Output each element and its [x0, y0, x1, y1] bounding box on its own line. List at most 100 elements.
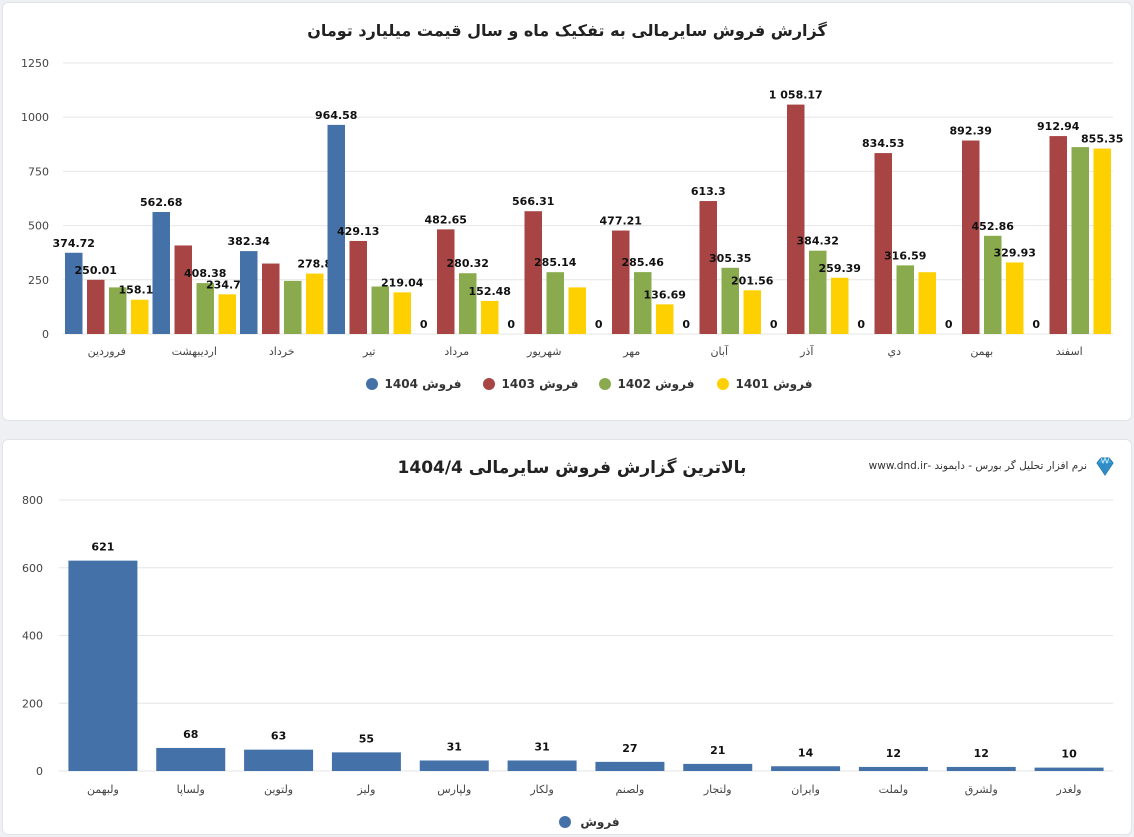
- bar: [174, 245, 192, 334]
- data-label: 305.35: [709, 252, 751, 265]
- data-label: 0: [420, 318, 428, 331]
- data-label: 259.39: [819, 262, 861, 275]
- bar: [858, 766, 928, 771]
- legend-label: فروش 1402: [618, 377, 695, 392]
- bar: [612, 230, 630, 334]
- legend-marker: [559, 816, 571, 828]
- chart2-title: بالاترین گزارش فروش سایرمالی 1404/4: [397, 458, 747, 478]
- y-tick-label: 600: [22, 562, 43, 575]
- y-tick-label: 400: [22, 630, 43, 643]
- legend-label: فروش 1401: [736, 377, 813, 392]
- data-label: 1 058.17: [769, 89, 823, 102]
- x-tick-label: آبان: [710, 344, 728, 358]
- x-tick-label: ولشرق: [965, 783, 998, 796]
- data-label: 912.94: [1037, 120, 1080, 133]
- bar: [459, 273, 477, 334]
- x-tick-label: ولپارس: [437, 783, 471, 796]
- data-label: 834.53: [862, 137, 904, 150]
- data-label: 31: [534, 740, 549, 753]
- bar: [393, 292, 411, 334]
- data-label: 55: [359, 732, 374, 745]
- data-label: 892.39: [950, 125, 992, 138]
- bar: [65, 252, 83, 334]
- data-label: 382.34: [228, 235, 271, 248]
- y-tick-label: 1000: [21, 111, 49, 124]
- x-tick-label: ولیز: [356, 783, 375, 796]
- legend-marker: [366, 378, 378, 390]
- data-label: 278.8: [297, 258, 332, 271]
- x-tick-label: دي: [887, 345, 901, 358]
- bar: [262, 263, 280, 334]
- bar: [787, 104, 805, 334]
- x-tick-label: فروردین: [88, 345, 126, 358]
- data-label: 27: [622, 742, 637, 755]
- bar: [962, 140, 980, 334]
- legend-label: فروش 1403: [502, 377, 579, 392]
- bar: [946, 766, 1016, 771]
- brand-text: نرم افزار تحلیل گر بورس - دایموند -www.d…: [868, 460, 1087, 472]
- data-label: 31: [447, 740, 462, 753]
- legend-label: فروش: [580, 815, 619, 830]
- data-label: 0: [682, 318, 690, 331]
- data-label: 152.48: [469, 285, 511, 298]
- data-label: 855.35: [1081, 133, 1123, 146]
- x-tick-label: ولساپا: [177, 783, 205, 796]
- data-label: 316.59: [884, 249, 926, 262]
- legend-label: فروش 1404: [385, 377, 462, 392]
- bar: [1049, 136, 1067, 334]
- bar: [546, 272, 564, 334]
- bar: [68, 560, 138, 771]
- bar: [568, 287, 586, 334]
- x-tick-label: ولبهمن: [87, 783, 119, 796]
- bar: [699, 201, 717, 334]
- legend-marker: [483, 378, 495, 390]
- x-tick-label: آذر: [799, 344, 814, 358]
- x-tick-label: تیر: [362, 345, 375, 358]
- bar: [327, 124, 345, 334]
- bar: [743, 290, 761, 334]
- data-label: 10: [1061, 748, 1077, 761]
- y-tick-label: 250: [28, 274, 49, 287]
- data-label: 0: [595, 318, 603, 331]
- bar: [196, 283, 214, 334]
- data-label: 0: [945, 318, 953, 331]
- x-tick-label: بهمن: [970, 345, 993, 358]
- data-label: 280.32: [447, 257, 489, 270]
- x-tick-label: وایران: [791, 783, 820, 796]
- x-tick-label: ولغدر: [1056, 783, 1082, 796]
- bar: [507, 760, 577, 771]
- data-label: 329.93: [994, 246, 1036, 259]
- x-tick-label: ولملت: [879, 783, 908, 796]
- data-label: 374.72: [53, 237, 95, 250]
- bar: [437, 229, 455, 334]
- data-label: 219.04: [381, 276, 424, 289]
- x-tick-label: مرداد: [444, 345, 469, 358]
- y-tick-label: 200: [22, 697, 43, 710]
- data-label: 384.32: [797, 235, 839, 248]
- monthly-sales-chart-card: گزارش فروش سایرمالی به تفکیک ماه و سال ق…: [2, 2, 1132, 421]
- bar: [419, 760, 489, 771]
- data-label: 12: [974, 747, 989, 760]
- x-tick-label: اسفند: [1056, 345, 1083, 358]
- bar: [809, 250, 827, 334]
- bar: [683, 763, 753, 771]
- data-label: 0: [507, 318, 515, 331]
- top-sales-chart-card: نرم افزار تحلیل گر بورس - دایموند -www.d…: [2, 439, 1132, 835]
- x-tick-label: مهر: [622, 345, 640, 358]
- bar: [218, 294, 236, 334]
- data-label: 136.69: [644, 288, 686, 301]
- data-label: 14: [798, 746, 814, 759]
- x-tick-label: ولصنم: [615, 783, 644, 796]
- x-tick-label: ولتجار: [703, 783, 732, 796]
- data-label: 285.14: [534, 256, 577, 269]
- data-label: 452.86: [972, 220, 1015, 233]
- data-label: 562.68: [140, 196, 182, 209]
- data-label: 285.46: [622, 256, 665, 269]
- data-label: 21: [710, 744, 725, 757]
- data-label: 964.58: [315, 109, 357, 122]
- bar: [156, 747, 226, 771]
- data-label: 482.65: [425, 213, 467, 226]
- bar: [634, 272, 652, 334]
- bar: [349, 240, 367, 334]
